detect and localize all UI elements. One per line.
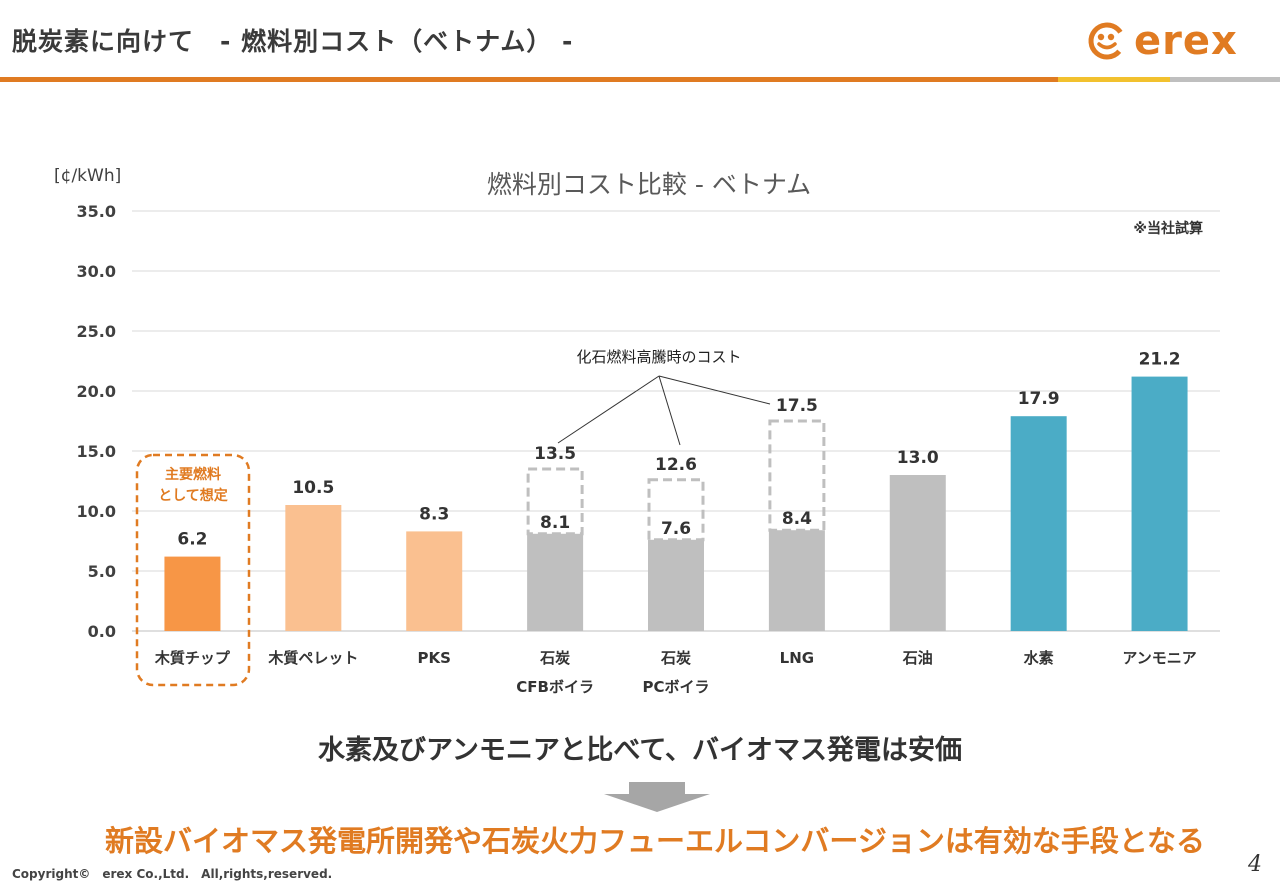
x-tick-label: 木質チップ bbox=[154, 649, 231, 667]
y-tick-label: 20.0 bbox=[77, 382, 116, 401]
high-cost-box bbox=[526, 467, 584, 536]
copyright: Copyright© erex Co.,Ltd. All,rights,rese… bbox=[12, 867, 333, 881]
conclusion-message: 水素及びアンモニアと比べて、バイオマス発電は安価 bbox=[318, 735, 962, 766]
high-cost-label: 12.6 bbox=[655, 455, 697, 475]
main-fuel-highlight-box bbox=[135, 453, 251, 687]
high-cost-box bbox=[647, 478, 705, 542]
fuel-cost-chart: 0.0 5.0 10.0 15.0 20.0 25.0 30.0 35.0 [¢/kWh] 燃料別… bbox=[54, 166, 1220, 696]
bar bbox=[164, 556, 221, 631]
y-axis-label: [¢/kWh] bbox=[54, 166, 121, 186]
bar bbox=[1131, 376, 1188, 631]
page-number: 4 bbox=[1248, 852, 1262, 877]
action-message: 新設バイオマス発電所開発や石炭火力フューエルコンバージョンは有効な手段となる bbox=[105, 824, 1205, 858]
y-tick-label: 15.0 bbox=[77, 442, 116, 461]
y-tick-label: 10.0 bbox=[77, 502, 116, 521]
main-fuel-annotation: として想定 bbox=[158, 487, 228, 504]
bar bbox=[648, 539, 704, 631]
x-tick-label: CFBボイラ bbox=[516, 678, 594, 696]
x-tick-label: 石炭 bbox=[660, 649, 691, 667]
erex-logo: erex bbox=[1086, 20, 1238, 62]
chart-title: 燃料別コスト比較 - ベトナム bbox=[487, 170, 811, 199]
header-divider bbox=[0, 77, 1280, 82]
data-label: 10.5 bbox=[292, 478, 334, 498]
y-tick-label: 35.0 bbox=[77, 202, 116, 221]
data-label: 7.6 bbox=[661, 519, 691, 539]
down-arrow-icon bbox=[604, 782, 710, 812]
data-label: 21.2 bbox=[1139, 350, 1181, 370]
x-tick-label: LNG bbox=[780, 649, 814, 667]
logo-text: erex bbox=[1134, 18, 1238, 64]
y-tick-label: 30.0 bbox=[77, 262, 116, 281]
erex-logo-icon bbox=[1088, 22, 1126, 60]
annotation-leader-line bbox=[658, 375, 771, 405]
x-tick-label: 石油 bbox=[902, 649, 933, 667]
x-tick-label: PCボイラ bbox=[642, 678, 709, 696]
annotation-leader-line bbox=[557, 375, 660, 444]
main-fuel-annotation: 主要燃料 bbox=[165, 466, 221, 483]
data-label: 8.1 bbox=[540, 513, 570, 533]
x-tick-label: アンモニア bbox=[1122, 649, 1196, 667]
bar bbox=[285, 505, 342, 631]
chart-note: ※当社試算 bbox=[1133, 220, 1203, 237]
high-cost-annotation: 化石燃料高騰時のコスト bbox=[576, 348, 741, 366]
data-label: 8.4 bbox=[782, 509, 812, 529]
data-label: 17.9 bbox=[1018, 389, 1060, 409]
data-label: 13.0 bbox=[897, 448, 939, 468]
data-label: 8.3 bbox=[419, 504, 449, 524]
annotation-leader-line bbox=[658, 375, 681, 446]
data-label: 6.2 bbox=[177, 530, 207, 550]
high-cost-label: 17.5 bbox=[776, 396, 818, 416]
bar bbox=[1010, 416, 1067, 631]
page-title: 脱炭素に向けて - 燃料別コスト（ベトナム） - bbox=[12, 27, 574, 56]
x-tick-label: 水素 bbox=[1024, 649, 1054, 667]
bar bbox=[527, 533, 584, 631]
high-cost-box bbox=[768, 419, 826, 532]
y-tick-label: 25.0 bbox=[77, 322, 116, 341]
y-tick-label: 5.0 bbox=[88, 562, 116, 581]
y-tick-label: 0.0 bbox=[88, 622, 116, 641]
high-cost-label: 13.5 bbox=[534, 444, 576, 464]
bar bbox=[406, 531, 463, 631]
bar bbox=[889, 475, 946, 631]
x-tick-label: 木質ペレット bbox=[267, 649, 358, 667]
x-tick-label: PKS bbox=[418, 649, 451, 667]
x-tick-label: 石炭 bbox=[539, 649, 570, 667]
bar bbox=[768, 530, 825, 631]
